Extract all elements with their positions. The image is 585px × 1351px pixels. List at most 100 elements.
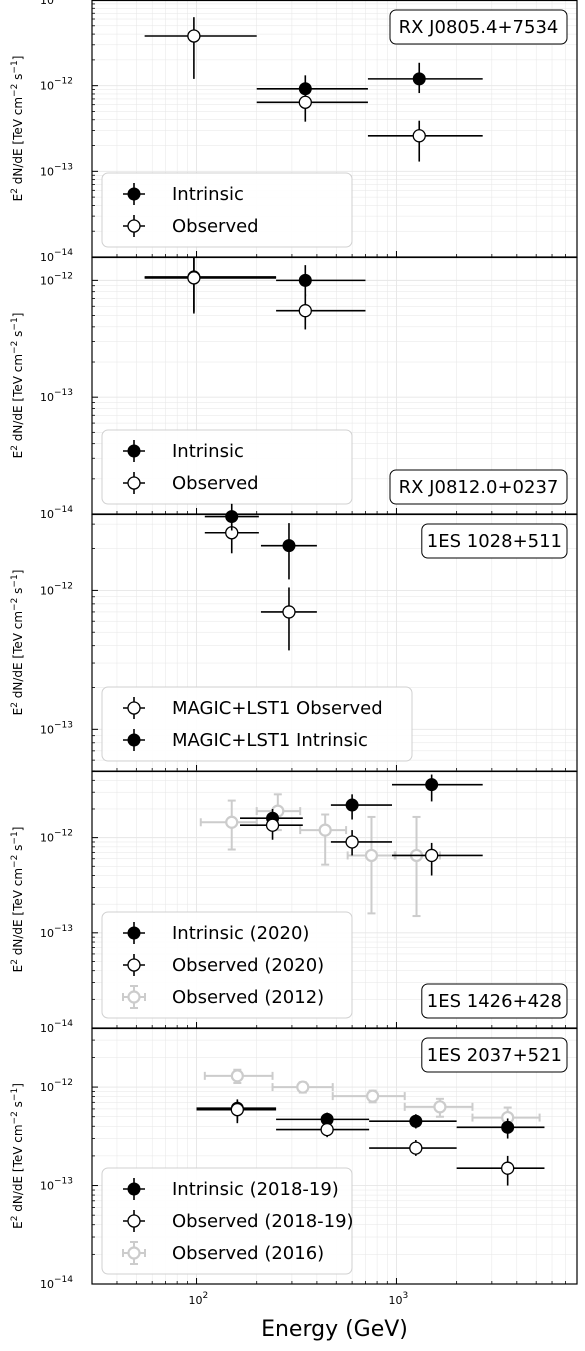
legend-label: Intrinsic (2020) xyxy=(172,923,309,944)
data-point xyxy=(225,510,239,524)
y-axis-label-part: 2 xyxy=(10,702,20,708)
y-tick-label-exponent: −12 xyxy=(54,581,73,591)
legend-label: MAGIC+LST1 Observed xyxy=(172,698,383,719)
y-tick-label-exponent: −13 xyxy=(54,720,73,730)
data-point xyxy=(225,815,239,829)
y-axis-label-part: E xyxy=(11,451,25,459)
source-label-box xyxy=(421,523,568,559)
y-tick-label-base: 10 xyxy=(40,1081,54,1094)
y-axis-label-part: dN/dE [TeV cm xyxy=(11,354,25,445)
legend-marker xyxy=(127,219,141,233)
source-label-text: RX J0812.0+0237 xyxy=(399,477,559,498)
x-axis-label: Energy (GeV) xyxy=(261,1317,408,1342)
y-axis-label-part: −2 xyxy=(10,855,20,868)
legend-label: Intrinsic xyxy=(172,441,244,462)
y-tick-label-base: 10 xyxy=(40,274,54,287)
y-axis-label-part: −1 xyxy=(10,831,20,844)
panel-frame xyxy=(91,1027,578,1285)
y-tick-label: 10−12 xyxy=(40,77,73,93)
y-tick-label-exponent: −13 xyxy=(54,388,73,398)
data-points xyxy=(204,503,317,651)
data-point xyxy=(345,798,359,812)
y-axis-label-part: 2 xyxy=(10,959,20,965)
legend-box xyxy=(101,911,353,1019)
y-tick-label: 10−12 xyxy=(40,271,73,287)
data-point xyxy=(187,29,201,43)
y-axis-label-part: −2 xyxy=(10,84,20,97)
data-point xyxy=(501,1161,515,1175)
x-tick-label: 103 xyxy=(388,1291,408,1307)
x-axis-ticks xyxy=(91,1278,578,1284)
source-label-text: 1ES 2037+521 xyxy=(427,1045,562,1066)
source-label: 1ES 1426+428 xyxy=(421,983,568,1019)
data-point xyxy=(318,823,332,837)
y-tick-label-exponent: −12 xyxy=(54,271,73,281)
data-point xyxy=(425,778,439,792)
x-tick-label-exponent: 3 xyxy=(402,1291,408,1301)
legend-label: Observed xyxy=(172,216,259,237)
y-tick-label: 10−13 xyxy=(40,388,73,404)
data-point xyxy=(320,1122,334,1137)
data-point xyxy=(265,818,280,832)
source-label-text: RX J0805.4+7534 xyxy=(399,17,559,38)
x-tick-label-base: 10 xyxy=(388,1294,402,1307)
y-tick-label-base: 10 xyxy=(40,927,54,940)
y-tick-label-base: 10 xyxy=(40,1278,54,1291)
legend-marker xyxy=(127,1214,141,1228)
y-axis-label-part: 2 xyxy=(10,445,20,451)
legend-marker xyxy=(127,1246,141,1260)
y-axis-label-part: dN/dE [TeV cm xyxy=(11,1124,25,1215)
data-points xyxy=(199,774,483,918)
y-tick-label: 10−13 xyxy=(40,1177,73,1193)
y-tick-label: 10−12 xyxy=(40,829,73,845)
data-point xyxy=(230,1069,244,1083)
y-tick-label: 10−13 xyxy=(40,720,73,736)
source-label: 1ES 1028+511 xyxy=(421,523,568,559)
data-point xyxy=(409,1114,423,1128)
source-label: RX J0812.0+0237 xyxy=(389,469,568,505)
y-axis-label-part: dN/dE [TeV cm xyxy=(11,97,25,188)
data-point xyxy=(501,1120,515,1134)
legend-box xyxy=(101,172,353,248)
data-point xyxy=(282,605,296,619)
series xyxy=(144,256,366,312)
y-axis-label-part: s xyxy=(11,588,25,598)
legend-box xyxy=(101,429,353,505)
y-tick-label-base: 10 xyxy=(40,80,54,93)
y-axis-label-part: 2 xyxy=(10,1216,20,1222)
source-label-text: 1ES 1426+428 xyxy=(427,991,562,1012)
legend: Intrinsic Observed xyxy=(101,172,353,248)
series xyxy=(204,518,317,651)
y-tick-label-exponent: −13 xyxy=(54,162,73,172)
series xyxy=(203,1068,541,1131)
legend-label: MAGIC+LST1 Intrinsic xyxy=(172,730,368,751)
y-axis-label-part: −1 xyxy=(10,1088,20,1101)
y-tick-label-base: 10 xyxy=(40,0,54,7)
data-point xyxy=(298,304,312,318)
y-axis-label-part: s xyxy=(11,845,25,855)
source-label-box xyxy=(389,469,568,505)
series xyxy=(144,17,483,162)
source-label-text: 1ES 1028+511 xyxy=(427,531,562,552)
series xyxy=(240,814,483,876)
y-tick-label-base: 10 xyxy=(40,723,54,736)
legend-marker xyxy=(127,476,141,490)
x-tick-label: 102 xyxy=(189,1291,209,1307)
y-tick-label: 10−12 xyxy=(40,581,73,597)
legend-label: Observed (2016) xyxy=(172,1243,324,1264)
data-point xyxy=(298,273,312,287)
y-axis-label: E2 dN/dE [TeV cm−2 s−1] xyxy=(10,570,25,716)
data-point xyxy=(425,848,439,863)
y-tick-label-base: 10 xyxy=(40,391,54,404)
y-tick-label: 10−14 xyxy=(40,1275,73,1291)
y-tick-label-exponent: −13 xyxy=(54,924,73,934)
source-label-box xyxy=(421,1037,568,1073)
